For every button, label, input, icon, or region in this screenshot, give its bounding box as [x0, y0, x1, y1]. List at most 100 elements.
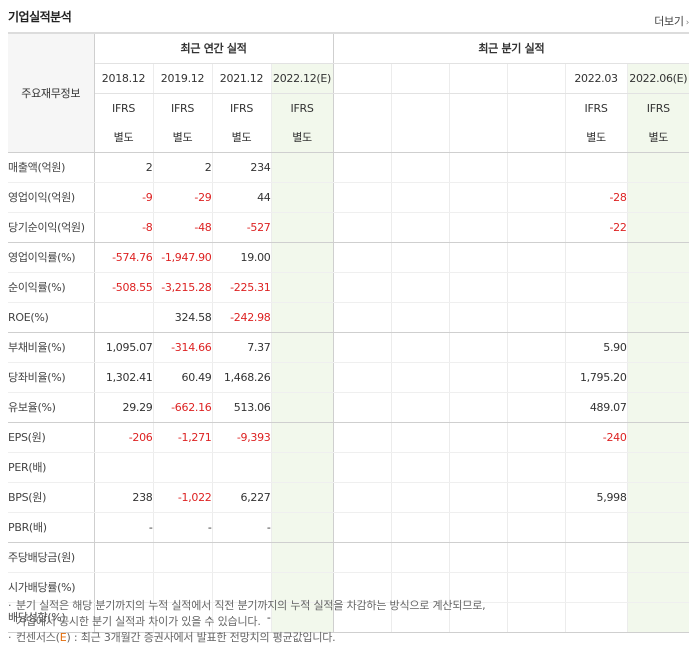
separate-basis-label: 별도: [292, 131, 312, 144]
quarterly-value-cell: -22: [564, 212, 628, 243]
quarterly-value-cell: [448, 302, 508, 333]
table-row: 주당배당금(원): [8, 542, 690, 573]
quarterly-value-cell: [626, 212, 690, 243]
annual-value-cell: [270, 302, 334, 333]
quarterly-value-cell: [333, 602, 392, 633]
table-row: PER(배): [8, 452, 690, 483]
quarterly-value-cell: [333, 362, 392, 393]
table-row: EPS(원) -206 -1,271 -9,393 -240: [8, 422, 690, 453]
footnote-consensus: · 컨센서스(E) : 최근 3개월간 증권사에서 발표한 전망치의 평균값입니…: [8, 630, 689, 646]
annual-value-cell: 6,227: [211, 482, 271, 513]
annual-value-cell: [152, 572, 212, 603]
annual-value-cell: 2: [152, 152, 212, 183]
ifrs-basis-header: [390, 93, 450, 153]
quarterly-value-cell: [506, 242, 566, 273]
quarterly-value-cell: 5.90: [564, 332, 628, 363]
quarterly-value-cell: [448, 602, 508, 633]
quarterly-value-cell: [390, 152, 450, 183]
quarterly-value-cell: [448, 272, 508, 303]
quarterly-value-cell: [333, 482, 392, 513]
annual-value-cell: [270, 362, 334, 393]
annual-value-cell: -: [152, 602, 212, 633]
quarterly-value-cell: [506, 572, 566, 603]
annual-value-cell: -242.98: [211, 302, 271, 333]
quarterly-value-cell: [564, 272, 628, 303]
quarterly-value-cell: [390, 182, 450, 213]
quarterly-value-cell: [506, 362, 566, 393]
quarterly-value-cell: [626, 362, 690, 393]
annual-value-cell: -3,215.28: [152, 272, 212, 303]
annual-value-cell: -527: [211, 212, 271, 243]
quarterly-value-cell: [564, 152, 628, 183]
row-label: 당좌비율(%): [8, 362, 95, 393]
table-row: 당좌비율(%) 1,302.41 60.49 1,468.26 1,795.20: [8, 362, 690, 393]
quarterly-value-cell: [390, 572, 450, 603]
quarterly-value-cell: [333, 542, 392, 573]
footnote-line-1: 분기 실적은 해당 분기까지의 누적 실적에서 직전 분기까지의 누적 실적을 …: [16, 599, 486, 612]
quarterly-value-cell: [506, 602, 566, 633]
annual-value-cell: 2: [94, 152, 153, 183]
annual-value-cell: 1,302.41: [94, 362, 153, 393]
ifrs-basis-header: [448, 93, 508, 153]
quarterly-value-cell: [506, 542, 566, 573]
annual-value-cell: [211, 452, 271, 483]
table-row: 매출액(억원) 2 2 234: [8, 152, 690, 183]
annual-value-cell: -48: [152, 212, 212, 243]
quarterly-value-cell: [390, 362, 450, 393]
chevron-right-icon: ›: [685, 18, 690, 28]
ifrs-label: IFRS: [230, 102, 253, 115]
table-row: 당기순이익(억원) -8 -48 -527 -22: [8, 212, 690, 243]
quarterly-value-cell: [390, 272, 450, 303]
footnote-quarterly: · 분기 실적은 해당 분기까지의 누적 실적에서 직전 분기까지의 누적 실적…: [8, 598, 689, 630]
annual-value-cell: [152, 542, 212, 573]
annual-value-cell: [270, 242, 334, 273]
annual-period-header: 2022.12(E): [270, 63, 334, 94]
quarterly-value-cell: [506, 302, 566, 333]
annual-value-cell: [270, 542, 334, 573]
quarterly-value-cell: [333, 272, 392, 303]
quarterly-value-cell: [506, 482, 566, 513]
table-row: 배당성향(%) - - -: [8, 602, 690, 633]
annual-value-cell: [94, 302, 153, 333]
quarterly-value-cell: [448, 362, 508, 393]
annual-value-cell: -: [152, 512, 212, 543]
quarterly-value-cell: [506, 182, 566, 213]
quarterly-value-cell: [564, 302, 628, 333]
quarterly-value-cell: [506, 452, 566, 483]
quarterly-value-cell: [448, 422, 508, 453]
annual-value-cell: 1,468.26: [211, 362, 271, 393]
quarterly-value-cell: [626, 302, 690, 333]
footnotes: · 분기 실적은 해당 분기까지의 누적 실적에서 직전 분기까지의 누적 실적…: [8, 598, 689, 646]
row-label: 영업이익(억원): [8, 182, 95, 213]
ifrs-basis-header: IFRS 별도: [626, 93, 690, 153]
table-row: 영업이익률(%) -574.76 -1,947.90 19.00: [8, 242, 690, 273]
more-link[interactable]: 더보기 ›: [654, 13, 689, 29]
table-row: 유보율(%) 29.29 -662.16 513.06 489.07: [8, 392, 690, 423]
quarterly-value-cell: [448, 452, 508, 483]
row-label: PER(배): [8, 452, 95, 483]
annual-group-header: 최근 연간 실적: [94, 33, 334, 64]
quarterly-value-cell: [626, 602, 690, 633]
annual-value-cell: [270, 572, 334, 603]
separate-basis-label: 별도: [113, 131, 134, 144]
footnote-line-3-prefix: 컨센서스(: [16, 631, 60, 644]
quarterly-value-cell: [333, 212, 392, 243]
annual-value-cell: [270, 182, 334, 213]
table-row: 영업이익(억원) -9 -29 44 -28: [8, 182, 690, 213]
quarterly-value-cell: [448, 332, 508, 363]
annual-value-cell: [270, 422, 334, 453]
quarterly-value-cell: [564, 512, 628, 543]
quarterly-value-cell: [390, 212, 450, 243]
quarterly-value-cell: [333, 422, 392, 453]
quarterly-value-cell: [626, 452, 690, 483]
annual-value-cell: [270, 452, 334, 483]
quarterly-value-cell: [448, 212, 508, 243]
ifrs-basis-header: IFRS 별도: [211, 93, 271, 153]
quarterly-value-cell: [333, 572, 392, 603]
quarterly-value-cell: [626, 242, 690, 273]
annual-value-cell: [211, 542, 271, 573]
table-row: 부채비율(%) 1,095.07 -314.66 7.37 5.90: [8, 332, 690, 363]
annual-value-cell: -508.55: [94, 272, 153, 303]
annual-period-header: 2019.12: [152, 63, 212, 94]
annual-value-cell: -: [94, 602, 153, 633]
